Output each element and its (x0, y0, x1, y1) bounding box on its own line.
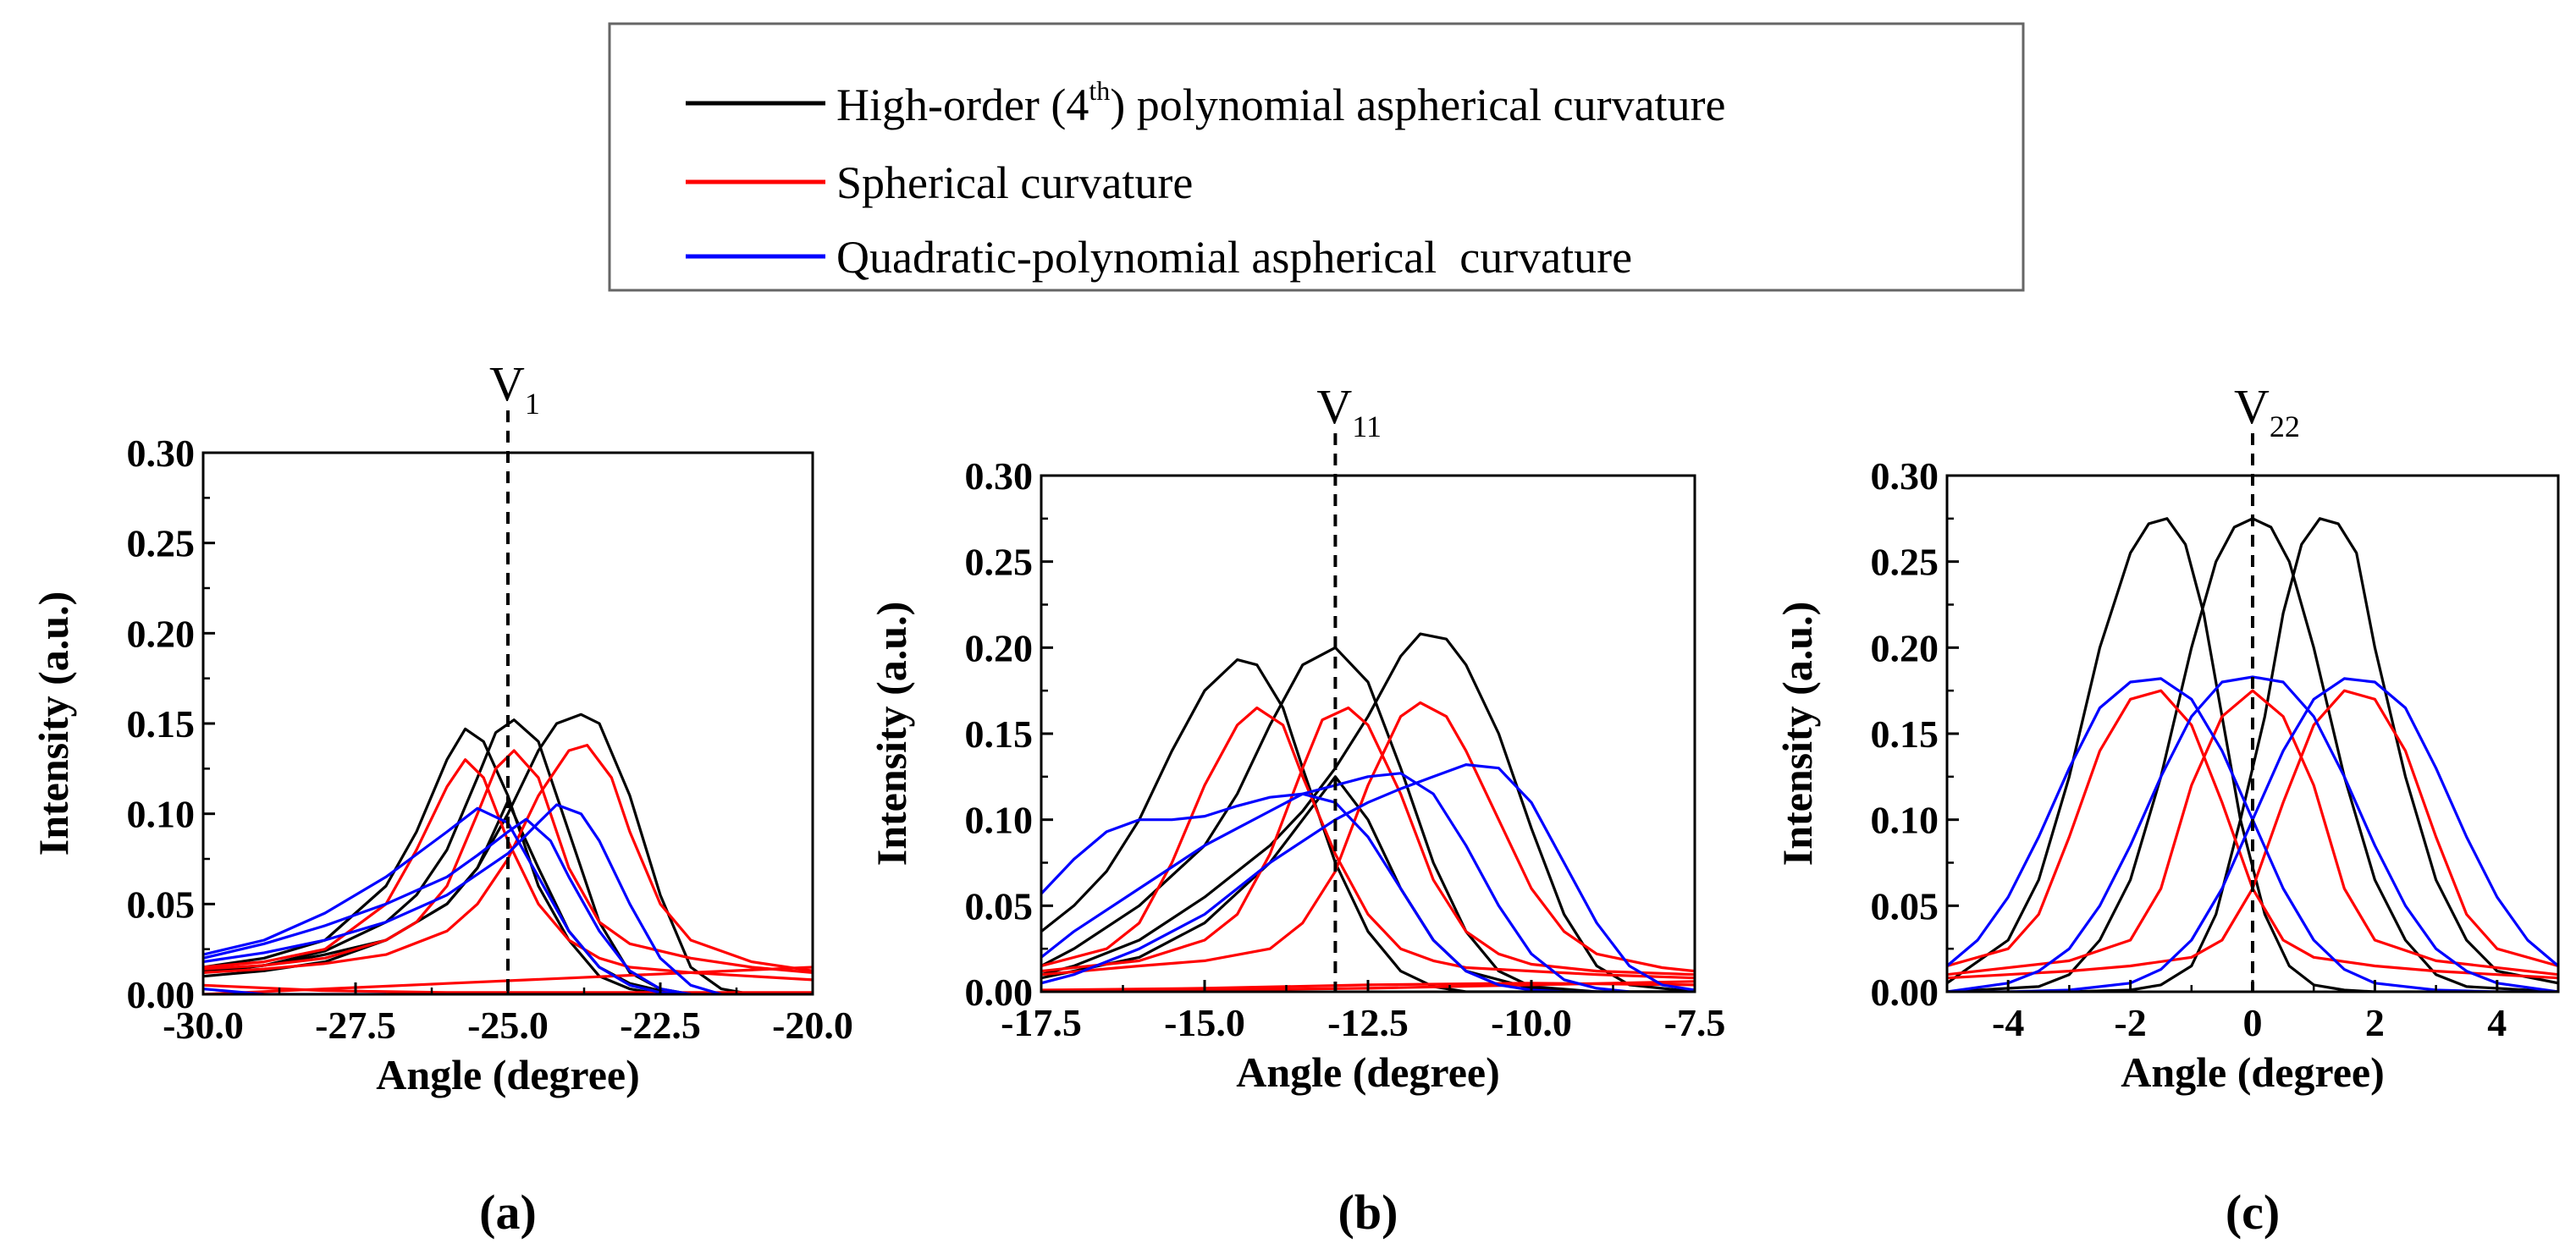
x-tick-label: -22.5 (620, 1004, 701, 1047)
y-tick-label: 0.25 (965, 541, 1034, 584)
series-line-black-2 (1041, 632, 1695, 992)
x-axis-title: Angle (degree) (376, 1051, 639, 1098)
x-tick-label: -20.0 (772, 1004, 853, 1047)
series-line-blue-10 (1041, 772, 1630, 992)
y-axis-title: Intensity (a.u.) (868, 602, 915, 867)
x-axis-title: Angle (degree) (2121, 1048, 2384, 1096)
y-tick-label: 0.15 (1871, 713, 1939, 756)
y-tick-label: 0.10 (965, 799, 1034, 842)
x-tick-label: -2 (2114, 1001, 2146, 1044)
legend-label-high-order: High-order (4th) polynomial aspherical c… (836, 75, 1726, 130)
series-line-blue-7 (1947, 675, 2558, 992)
y-tick-label: 0.10 (1871, 799, 1939, 842)
panels: V1 -30.0 -27.5 -25.0 -22.5 -20.0 0.00 0.05 0.10 0… (30, 356, 2560, 1240)
series-line-black-0 (1041, 658, 1695, 992)
y-tick-label: 0.15 (965, 713, 1034, 756)
series-line-red-4 (203, 758, 813, 982)
series-group (1041, 632, 1695, 992)
legend-label-quadratic: Quadratic-polynomial aspherical curvatur… (836, 232, 1632, 283)
series-group (203, 713, 813, 994)
panel-label: (a) (479, 1185, 537, 1240)
series-line-black-0 (203, 727, 813, 994)
y-tick-label: 0.05 (1871, 884, 1939, 927)
series-line-blue-9 (1041, 792, 1597, 992)
y-tick-label: 0.20 (127, 612, 196, 655)
y-tick-label: 0.20 (1871, 626, 1939, 669)
series-line-red-5 (1947, 689, 2558, 980)
x-tick-label: -15.0 (1164, 1001, 1245, 1044)
y-tick-label: 0.10 (127, 793, 196, 836)
y-tick-label: 0.30 (965, 454, 1034, 498)
chart-panel-0: V1 -30.0 -27.5 -25.0 -22.5 -20.0 0.00 0.05 0.10 0… (30, 356, 853, 1240)
series-line-blue-6 (1947, 677, 2558, 992)
series-line-blue-10 (203, 817, 692, 994)
series-line-red-4 (1947, 689, 2558, 977)
marker-label: V11 (1316, 379, 1382, 443)
y-tick-label: 0.05 (965, 884, 1034, 927)
x-tick-label: 0 (2243, 1001, 2263, 1044)
series-line-blue-11 (203, 803, 722, 994)
x-tick-label: -30.0 (163, 1004, 244, 1047)
series-line-black-1 (1041, 646, 1695, 992)
legend: High-order (4th) polynomial aspherical c… (608, 22, 2025, 292)
y-tick-label: 0.00 (965, 971, 1034, 1014)
legend-item-high-order: High-order (4th) polynomial aspherical c… (686, 75, 1726, 130)
series-line-red-4 (1041, 706, 1695, 980)
series-line-blue-8 (1947, 677, 2558, 992)
y-axis-title: Intensity (a.u.) (30, 591, 77, 856)
series-line-blue-12 (203, 988, 386, 994)
series-line-red-6 (1041, 701, 1695, 977)
chart-panel-2: V22 -4 -2 0 2 4 0.00 0.05 0.10 0.15 0.20 0.25 0.30 An… (1773, 379, 2560, 1240)
y-tick-label: 0.30 (1871, 454, 1939, 498)
x-tick-label: 4 (2487, 1001, 2507, 1044)
y-tick-label: 0.30 (127, 432, 196, 475)
legend-item-quadratic: Quadratic-polynomial aspherical curvatur… (686, 232, 1632, 283)
legend-item-spherical: Spherical curvature (686, 157, 1193, 208)
x-tick-label: -17.5 (1001, 1001, 1082, 1044)
y-tick-label: 0.25 (127, 522, 196, 565)
panel-label: (c) (2226, 1185, 2280, 1240)
series-line-red-6 (203, 744, 813, 974)
x-axis-title: Angle (degree) (1236, 1048, 1499, 1096)
x-tick-label: -12.5 (1327, 1001, 1409, 1044)
y-tick-label: 0.00 (1871, 971, 1939, 1014)
legend-frame (608, 22, 2025, 292)
series-line-red-5 (203, 749, 813, 974)
x-tick-label: -25.0 (467, 1004, 549, 1047)
series-line-black-2 (1947, 517, 2558, 992)
y-tick-label: 0.20 (965, 626, 1034, 669)
x-tick-label: 2 (2365, 1001, 2385, 1044)
legend-label-spherical: Spherical curvature (836, 157, 1193, 208)
chart-panel-1: V11 -17.5 -15.0 -12.5 -10.0 -7.5 0.00 0.05 0.10 0… (868, 379, 1725, 1240)
series-line-blue-9 (203, 806, 692, 994)
x-tick-label: -7.5 (1664, 1001, 1726, 1044)
series-line-blue-11 (1041, 763, 1695, 992)
y-tick-label: 0.00 (127, 973, 196, 1016)
y-tick-label: 0.25 (1871, 541, 1939, 584)
series-line-red-5 (1041, 706, 1695, 977)
series-line-black-0 (1947, 517, 2558, 992)
y-axis-title: Intensity (a.u.) (1773, 602, 1821, 867)
y-tick-label: 0.05 (127, 883, 196, 926)
series-line-red-3 (1947, 689, 2558, 980)
x-tick-label: -27.5 (315, 1004, 396, 1047)
x-tick-label: -10.0 (1491, 1001, 1572, 1044)
y-tick-label: 0.15 (127, 702, 196, 746)
marker-label: V1 (489, 356, 540, 421)
marker-label: V22 (2234, 379, 2300, 443)
x-tick-label: -4 (1992, 1001, 2024, 1044)
panel-label: (b) (1338, 1185, 1398, 1240)
